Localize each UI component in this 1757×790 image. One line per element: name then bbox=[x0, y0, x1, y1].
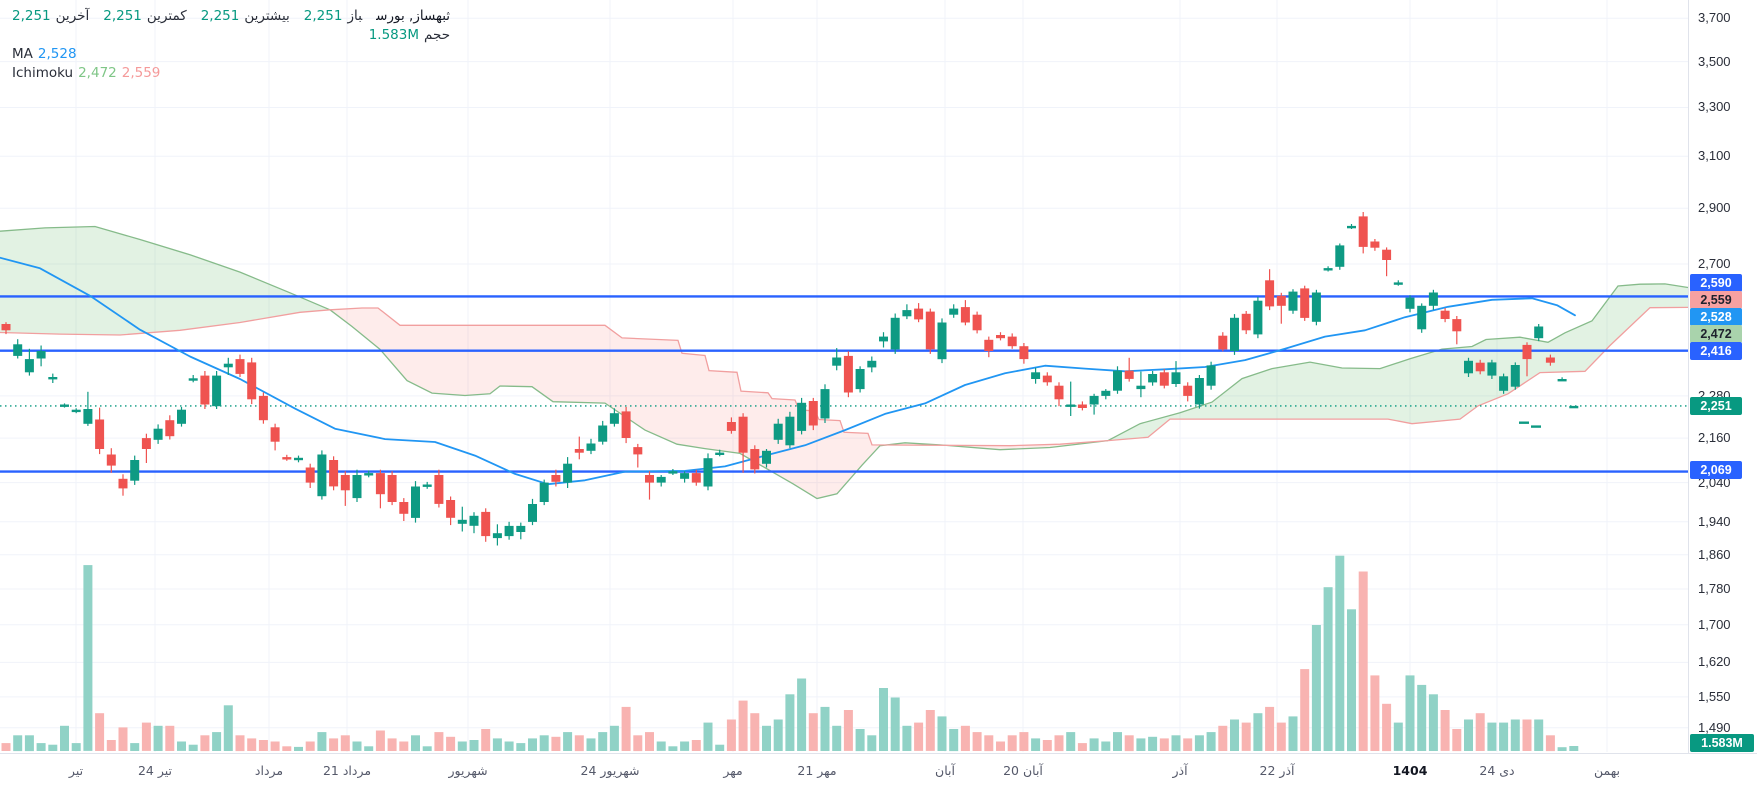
price-tick-label: 1,780 bbox=[1698, 581, 1731, 596]
chart-legend: ثبهساز, بورس باز2,251 بیشترین2,251 کمترین2,… bbox=[12, 7, 450, 83]
candles-layer bbox=[1, 212, 1579, 546]
volume-bars bbox=[1, 555, 1579, 752]
legend-ma-row[interactable]: MA 2,528 bbox=[12, 45, 450, 64]
price-dash-marks bbox=[1519, 421, 1541, 428]
ma-value: 2,528 bbox=[37, 46, 77, 62]
time-tick-label: 21 مهر bbox=[797, 763, 837, 778]
time-tick-label: آذر bbox=[1172, 763, 1188, 778]
price-tick-label: 1,620 bbox=[1698, 654, 1731, 669]
price-axis[interactable]: 3,700 3,500 3,300 3,100 2,900 2,700 2,280 2,160… bbox=[1688, 0, 1757, 753]
price-badge-2528: 2,528 bbox=[1690, 308, 1742, 326]
legend-open: باز2,251 bbox=[303, 8, 363, 24]
ichimoku-senkou-b-value: 2,559 bbox=[121, 65, 161, 81]
price-tick-label: 3,300 bbox=[1698, 99, 1731, 114]
legend-symbol-row[interactable]: ثبهساز, بورس باز2,251 بیشترین2,251 کمترین2,… bbox=[12, 7, 450, 26]
time-tick-label: شهریور bbox=[448, 763, 488, 778]
price-level-lines bbox=[0, 295, 1688, 473]
price-chart-canvas[interactable] bbox=[0, 0, 1688, 752]
time-tick-label: 22 آذر bbox=[1259, 763, 1295, 778]
price-badge-2416: 2,416 bbox=[1690, 342, 1742, 360]
price-tick-label: 1,550 bbox=[1698, 689, 1731, 704]
price-tick-label: 1,940 bbox=[1698, 514, 1731, 529]
symbol-name: ثبهساز, بورس bbox=[376, 8, 451, 24]
price-badge-2069: 2,069 bbox=[1690, 461, 1742, 479]
legend-last: آخرین2,251 bbox=[12, 8, 90, 24]
price-tick-label: 2,160 bbox=[1698, 430, 1731, 445]
ichimoku-cloud bbox=[0, 225, 1688, 500]
legend-volume-row[interactable]: حجم 1.583M bbox=[12, 26, 450, 45]
ma-line bbox=[0, 256, 1576, 486]
legend-low: کمترین2,251 bbox=[103, 8, 187, 24]
time-tick-label: بهمن bbox=[1594, 763, 1620, 778]
ichimoku-senkou-a-value: 2,472 bbox=[78, 65, 117, 81]
time-tick-label: 21 مرداد bbox=[322, 763, 372, 778]
price-tick-label: 1,860 bbox=[1698, 547, 1731, 562]
time-tick-label: مهر bbox=[723, 763, 743, 778]
price-tick-label: 1,490 bbox=[1698, 720, 1731, 735]
time-tick-label: تیر bbox=[68, 763, 84, 778]
time-tick-label: مرداد bbox=[254, 763, 284, 778]
time-tick-label: آبان bbox=[935, 763, 955, 778]
price-tick-label: 3,500 bbox=[1698, 54, 1731, 69]
price-tick-label: 2,040 bbox=[1698, 475, 1731, 490]
volume-label: حجم bbox=[424, 27, 451, 43]
legend-ichimoku-row[interactable]: Ichimoku 2,472 2,559 bbox=[12, 64, 450, 83]
price-tick-label: 2,700 bbox=[1698, 256, 1731, 271]
time-tick-label: 24 دی bbox=[1479, 763, 1515, 778]
legend-high: بیشترین2,251 bbox=[200, 8, 290, 24]
price-tick-label: 1,700 bbox=[1698, 617, 1731, 632]
price-tick-label: 3,100 bbox=[1698, 148, 1731, 163]
volume-badge: 1.583M bbox=[1690, 734, 1754, 752]
ichimoku-label: Ichimoku bbox=[12, 65, 74, 81]
time-tick-label: 24 تیر bbox=[137, 763, 173, 778]
time-tick-label: 1404 bbox=[1392, 763, 1428, 778]
time-axis[interactable]: تیر 24 تیر مرداد 21 مرداد شهریور 24 شهریور مهر… bbox=[0, 753, 1757, 790]
time-tick-label: 24 شهریور bbox=[580, 763, 640, 778]
volume-value: 1.583M bbox=[368, 27, 419, 43]
price-tick-label: 3,700 bbox=[1698, 10, 1731, 25]
ma-label: MA bbox=[12, 46, 33, 62]
price-badge-2251: 2,251 bbox=[1690, 397, 1742, 415]
price-tick-label: 2,900 bbox=[1698, 200, 1731, 215]
price-badge-2590: 2,590 bbox=[1690, 274, 1742, 292]
grid-layer bbox=[0, 0, 1688, 752]
time-tick-label: 20 آبان bbox=[1003, 763, 1043, 778]
price-badge-2559: 2,559 bbox=[1690, 291, 1742, 309]
price-badge-2472: 2,472 bbox=[1690, 325, 1742, 343]
